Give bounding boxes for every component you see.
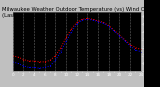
Text: Milwaukee Weather Outdoor Temperature (vs) Wind Chill (Last 24 Hours): Milwaukee Weather Outdoor Temperature (v…	[2, 7, 152, 18]
